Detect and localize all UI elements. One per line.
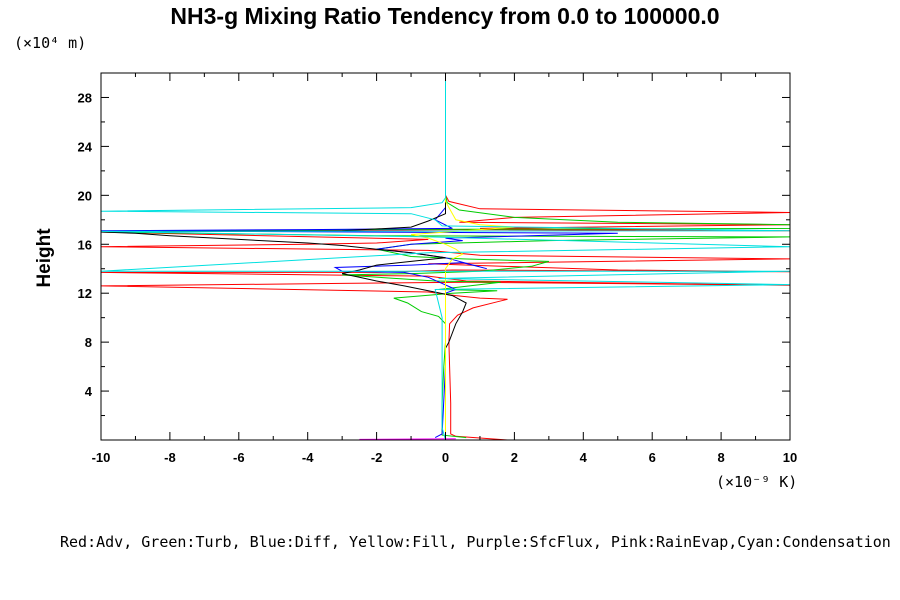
- x-unit-label: (×10⁻⁹ K): [716, 473, 797, 491]
- x-tick-label: 10: [783, 450, 797, 465]
- y-tick-label: 16: [78, 237, 92, 252]
- y-tick-label: 28: [78, 90, 92, 105]
- y-tick-label: 4: [85, 384, 93, 399]
- x-tick-label: 0: [442, 450, 449, 465]
- y-tick-labels: 4 8 12 16 20 24 28: [78, 90, 93, 399]
- series-line-5: [410, 73, 515, 434]
- series-line-6: [359, 438, 456, 440]
- y-tick-label: 8: [85, 335, 92, 350]
- y-tick-label: 12: [78, 286, 92, 301]
- x-tick-label: 8: [717, 450, 724, 465]
- x-tick-label: -6: [233, 450, 245, 465]
- chart-title: NH3-g Mixing Ratio Tendency from 0.0 to …: [170, 3, 719, 29]
- x-tick-label: -8: [164, 450, 176, 465]
- x-tick-label: 4: [580, 450, 588, 465]
- x-tick-labels: -10 -8 -6 -4 -2 0 2 4 6 8 10: [92, 450, 798, 465]
- x-tick-label: -2: [371, 450, 383, 465]
- x-tick-label: -4: [302, 450, 314, 465]
- legend-text: Red:Adv, Green:Turb, Blue:Diff, Yellow:F…: [60, 533, 891, 551]
- y-axis-label: Height: [34, 228, 55, 288]
- data-series-group: [100, 73, 791, 441]
- series-line-7: [100, 73, 791, 441]
- x-tick-label: 6: [649, 450, 656, 465]
- y-tick-label: 20: [78, 188, 92, 203]
- series-line-1: [100, 73, 791, 441]
- x-tick-label: 2: [511, 450, 518, 465]
- y-tick-label: 24: [78, 139, 93, 154]
- x-tick-label: -10: [92, 450, 111, 465]
- axis-ticks: [100, 73, 791, 440]
- y-unit-label: (×10⁴ m): [14, 34, 86, 52]
- series-line-3: [100, 73, 618, 439]
